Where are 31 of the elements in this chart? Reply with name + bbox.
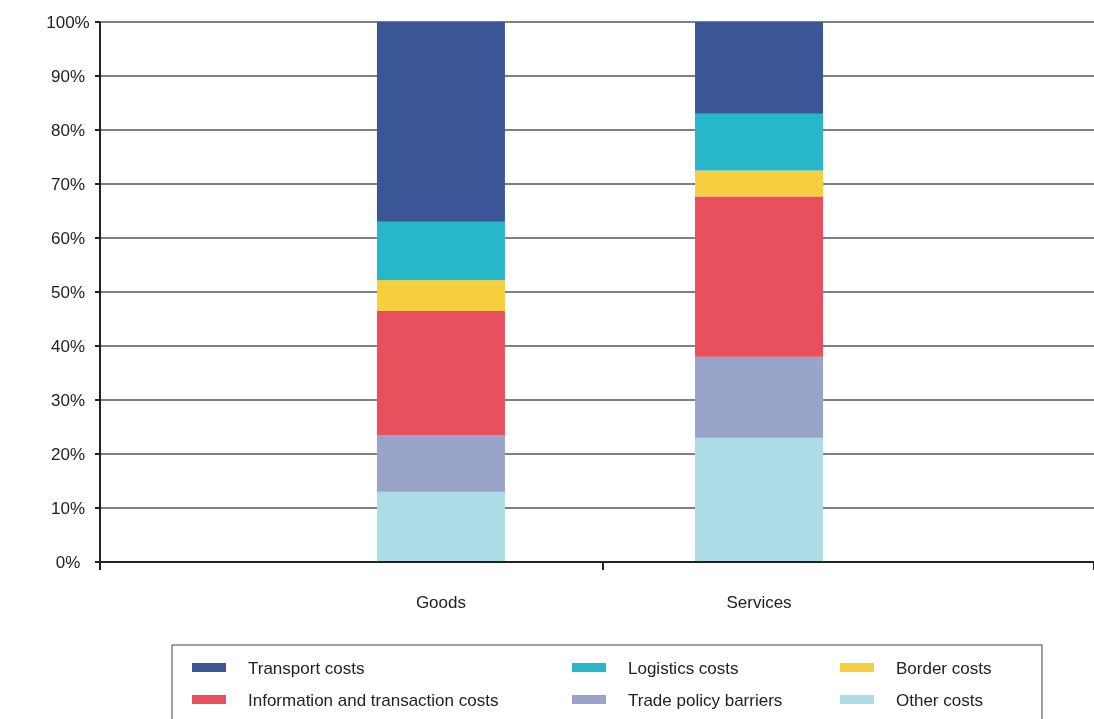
y-tick-label: 0% bbox=[55, 553, 81, 572]
bar bbox=[695, 113, 824, 171]
legend-label: Border costs bbox=[896, 659, 992, 678]
bar bbox=[695, 356, 824, 438]
y-tick-label: 10% bbox=[50, 499, 86, 518]
legend-label: Transport costs bbox=[248, 659, 365, 678]
bar bbox=[695, 170, 824, 197]
bar bbox=[695, 196, 824, 357]
x-tick-label: Goods bbox=[415, 593, 466, 612]
legend-label: Other costs bbox=[896, 691, 983, 710]
bar bbox=[376, 310, 505, 436]
y-tick-label: 60% bbox=[50, 229, 86, 248]
y-tick-label: 40% bbox=[50, 337, 86, 356]
y-tick-label: 20% bbox=[50, 445, 86, 464]
bar bbox=[695, 437, 824, 562]
x-tick-label: Services bbox=[726, 593, 792, 612]
y-tick-label: 30% bbox=[50, 391, 86, 410]
y-tick-label: 70% bbox=[50, 175, 86, 194]
bar bbox=[376, 435, 505, 492]
bar bbox=[695, 22, 824, 114]
y-tick-label: 100% bbox=[46, 13, 90, 32]
bar bbox=[376, 22, 505, 222]
bar bbox=[376, 491, 505, 562]
y-tick-label: 90% bbox=[50, 67, 86, 86]
legend-label: Trade policy barriers bbox=[628, 691, 783, 710]
legend-label: Information and transaction costs bbox=[248, 691, 499, 710]
bar bbox=[376, 280, 505, 311]
bar bbox=[376, 221, 505, 281]
legend-label: Logistics costs bbox=[628, 659, 739, 678]
y-tick-label: 50% bbox=[50, 283, 86, 302]
y-tick-label: 80% bbox=[50, 121, 86, 140]
